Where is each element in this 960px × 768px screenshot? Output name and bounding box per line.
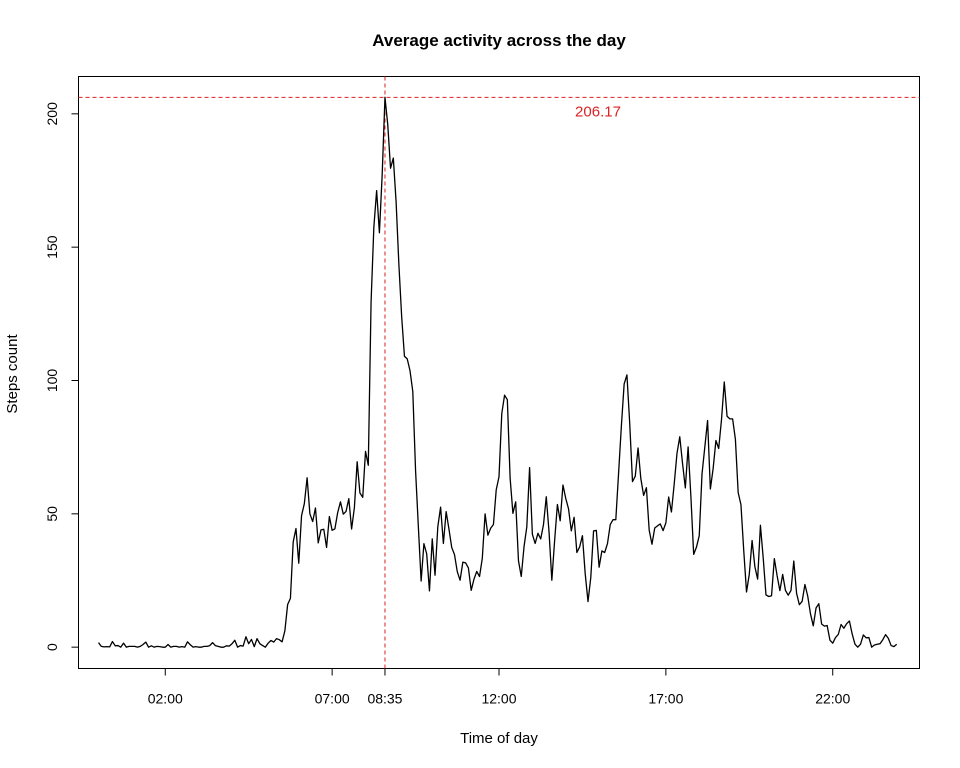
x-axis: 02:00 07:00 08:35 12:00 17:00 22:00 bbox=[148, 668, 850, 707]
x-tick-label: 02:00 bbox=[148, 691, 183, 707]
y-axis: 0 50 100 150 200 bbox=[44, 102, 79, 651]
x-tick-label: 22:00 bbox=[815, 691, 850, 707]
y-tick-label: 150 bbox=[44, 235, 60, 259]
y-tick-label: 0 bbox=[44, 643, 60, 651]
reference-lines: 206.17 bbox=[78, 76, 920, 669]
x-tick-label: 08:35 bbox=[367, 691, 402, 707]
x-tick-label: 17:00 bbox=[648, 691, 683, 707]
x-axis-label: Time of day bbox=[460, 730, 538, 747]
y-tick-label: 50 bbox=[44, 506, 60, 522]
y-tick-label: 100 bbox=[44, 369, 60, 393]
x-tick-label: 12:00 bbox=[481, 691, 516, 707]
series-line-steps bbox=[97, 96, 898, 648]
x-tick-label: 07:00 bbox=[315, 691, 350, 707]
chart-title: Average activity across the day bbox=[372, 31, 626, 50]
y-axis-label: Steps count bbox=[4, 334, 21, 414]
y-tick-label: 200 bbox=[44, 102, 60, 126]
series-layer bbox=[97, 96, 898, 648]
plot-area-frame bbox=[78, 76, 920, 669]
max-value-annotation: 206.17 bbox=[575, 103, 621, 120]
